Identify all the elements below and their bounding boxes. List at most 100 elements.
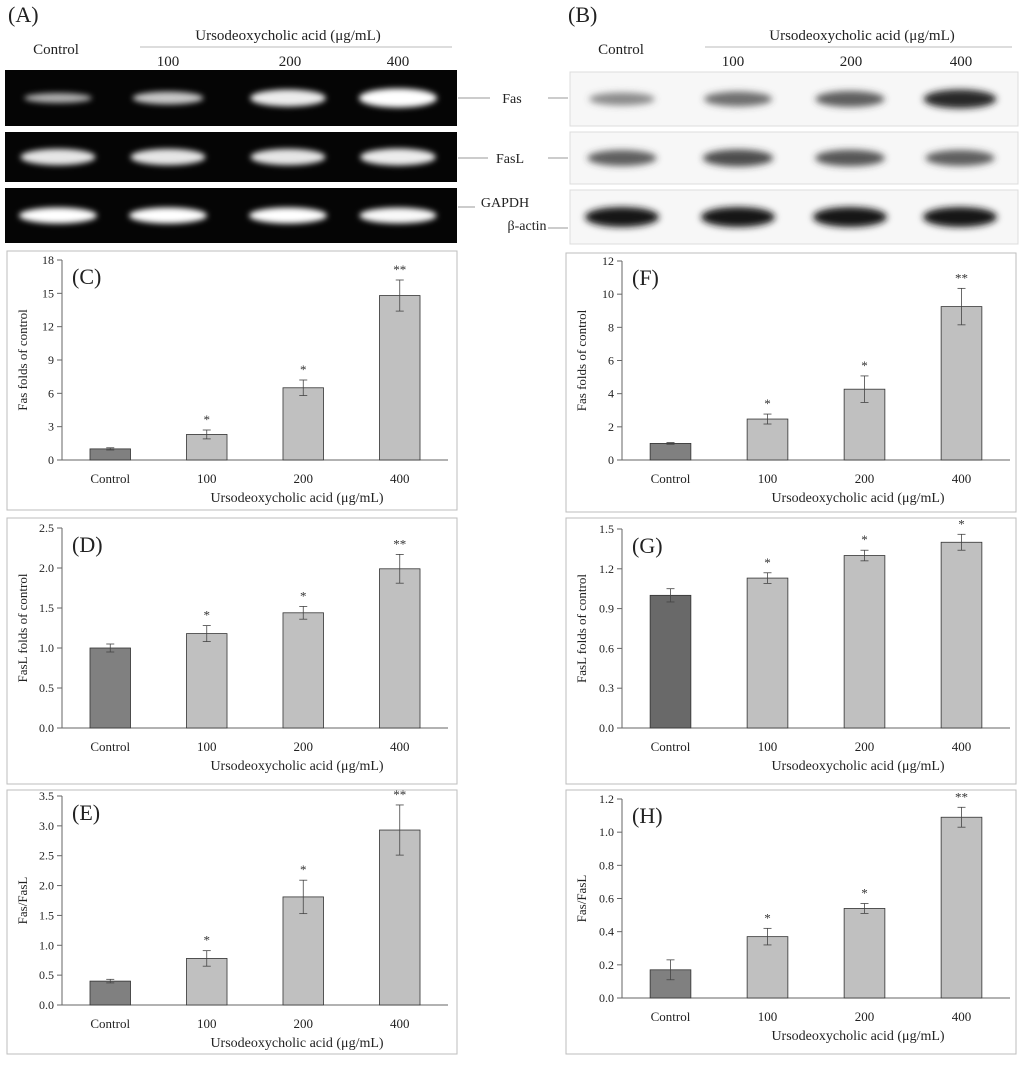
y-tick-label: 0.9 (599, 602, 614, 616)
y-tick-label: 8 (608, 320, 614, 334)
y-axis-label: FasL folds of control (574, 574, 589, 683)
y-tick-label: 0.0 (39, 721, 54, 735)
panel-letter: (G) (632, 533, 663, 558)
chart-f: (F) 0 2 4 6 8 10 12 Fas folds of control Control *… (565, 252, 1017, 513)
error-bar (666, 588, 675, 603)
blot-a-letter: (A) (8, 2, 39, 27)
blot-band (589, 92, 655, 106)
blot-b-dose-label: 200 (840, 54, 863, 70)
panel-letter: (F) (632, 265, 659, 290)
bar (282, 896, 324, 1006)
x-tick-label: Control (90, 739, 130, 754)
bar (89, 448, 131, 461)
y-tick-label: 0.5 (39, 681, 54, 695)
significance-marker: * (204, 608, 211, 623)
error-bar (395, 554, 404, 584)
bar (89, 980, 131, 1006)
error-bar (860, 375, 869, 403)
significance-marker: * (861, 358, 868, 373)
significance-marker: * (861, 532, 868, 547)
significance-marker: * (300, 362, 307, 377)
blot-band (249, 207, 327, 224)
y-tick-label: 0.6 (599, 892, 614, 906)
panel-letter: (D) (72, 532, 103, 557)
y-tick-label: 0.6 (599, 641, 614, 655)
bar (649, 594, 692, 729)
y-tick-label: 1.2 (599, 562, 614, 576)
significance-marker: ** (393, 536, 406, 551)
blot-band (815, 91, 885, 107)
error-bar (202, 950, 211, 967)
error-bar (666, 959, 675, 981)
error-bar (763, 927, 772, 946)
blot-label-fas: Fas (502, 92, 521, 107)
y-tick-label: 1.5 (599, 522, 614, 536)
error-bar (299, 379, 308, 396)
x-axis-label: Ursodeoxycholic acid (μg/mL) (210, 1036, 383, 1051)
y-tick-label: 3.5 (39, 789, 54, 803)
blot-label-beta-actin: β-actin (508, 219, 547, 234)
significance-marker: * (958, 516, 965, 531)
blot-band (925, 150, 995, 166)
y-tick-label: 0.4 (599, 925, 614, 939)
blot-band (923, 207, 997, 227)
x-axis-label: Ursodeoxycholic acid (μg/mL) (771, 1029, 944, 1044)
error-bar (395, 279, 404, 312)
error-bar (299, 879, 308, 915)
x-axis-label: Ursodeoxycholic acid (μg/mL) (771, 759, 944, 774)
chart-h: (H) 0.0 0.2 0.4 0.6 0.8 1.0 1.2 Fas/FasL Control *… (565, 789, 1017, 1055)
bar (746, 577, 789, 729)
x-tick-label: 100 (197, 739, 217, 754)
significance-marker: ** (955, 789, 968, 804)
y-axis-label: Fas folds of control (574, 309, 589, 411)
panel-letter: (E) (72, 800, 100, 825)
bar (186, 633, 228, 729)
blot-a-treatment-header: Ursodeoxycholic acid (μg/mL) (195, 28, 381, 44)
error-bar (860, 549, 869, 562)
x-tick-label: 200 (294, 471, 314, 486)
y-tick-label: 0.0 (39, 998, 54, 1012)
y-tick-label: 2 (608, 420, 614, 434)
error-bar (763, 572, 772, 584)
blot-band (923, 89, 997, 109)
blot-b-control-label: Control (598, 42, 644, 58)
x-axis-label: Ursodeoxycholic acid (μg/mL) (210, 491, 383, 506)
blot-band (130, 148, 206, 166)
y-tick-label: 15 (42, 286, 54, 300)
bar (282, 387, 324, 461)
significance-marker: * (764, 396, 771, 411)
y-tick-label: 6 (48, 386, 54, 400)
y-tick-label: 4 (608, 387, 614, 401)
blot-b-dose-label: 100 (722, 54, 745, 70)
y-tick-label: 2.0 (39, 561, 54, 575)
error-bar (106, 447, 115, 451)
x-tick-label: Control (90, 471, 130, 486)
chart-frame (565, 789, 1017, 1055)
error-bar (957, 533, 966, 551)
error-bar (860, 903, 869, 914)
blot-band (704, 91, 772, 107)
y-tick-label: 12 (602, 254, 614, 268)
chart-frame (6, 789, 458, 1055)
blot-band (360, 148, 436, 166)
y-tick-label: 0.0 (599, 721, 614, 735)
error-bar (202, 625, 211, 642)
bar (746, 418, 789, 461)
bar (89, 647, 131, 729)
x-tick-label: 400 (390, 739, 410, 754)
bar (940, 306, 983, 461)
blot-band (129, 207, 207, 224)
significance-marker: ** (393, 787, 406, 802)
y-axis-label: FasL folds of control (15, 573, 30, 682)
y-tick-label: 0 (608, 453, 614, 467)
y-tick-label: 0.3 (599, 681, 614, 695)
bar (940, 816, 983, 999)
x-tick-label: Control (90, 1016, 130, 1031)
y-tick-label: 18 (42, 253, 54, 267)
y-tick-label: 2.0 (39, 879, 54, 893)
blot-b-letter: (B) (568, 2, 597, 27)
bar (379, 295, 421, 461)
chart-frame (565, 252, 1017, 513)
chart-e: (E) 0.0 0.5 1.0 1.5 2.0 2.5 3.0 3.5 Fas/FasL Contr… (6, 787, 458, 1055)
